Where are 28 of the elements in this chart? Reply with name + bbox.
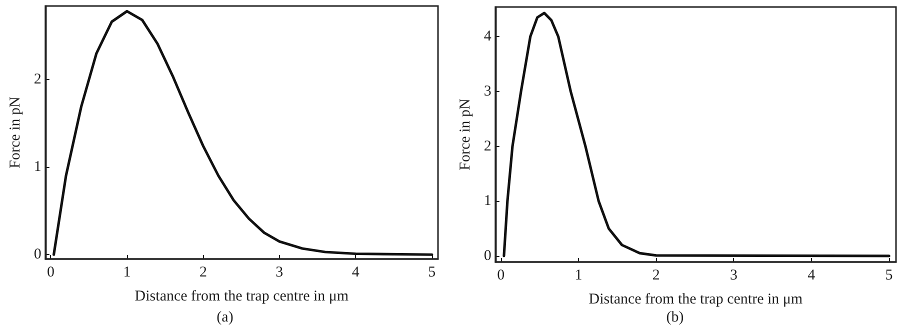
line-series: [52, 10, 434, 256]
y-tick-label: 1: [34, 159, 42, 176]
x-axis-title: Distance from the trap centre in μm: [588, 292, 803, 308]
x-tick-label: 1: [123, 264, 131, 280]
y-axis-title: Force in pN: [8, 96, 24, 168]
y-tick-label: 3: [484, 83, 492, 100]
x-tick-label: 5: [885, 268, 893, 284]
y-tick-label: 2: [484, 138, 492, 154]
y-tick-label: 2: [34, 72, 42, 88]
y-tick-label: 0: [484, 248, 492, 264]
x-tick-label: 4: [808, 268, 816, 284]
x-tick-label: 1: [574, 268, 582, 284]
x-axis-title: Distance from the trap centre in μm: [134, 288, 349, 304]
x-tick-label: 2: [652, 268, 660, 284]
y-tick-label: 0: [34, 246, 42, 263]
line-series: [502, 12, 890, 258]
text: (b): [666, 310, 684, 326]
y-tick-label: 4: [484, 28, 492, 45]
x-tick-label: 2: [199, 264, 207, 280]
x-tick-label: 3: [276, 264, 284, 280]
y-tick-label: 1: [484, 193, 492, 210]
x-tick-label: 4: [352, 264, 360, 280]
x-tick-label: 5: [428, 264, 436, 280]
x-tick-label: 0: [497, 268, 505, 284]
text: (a): [216, 310, 234, 326]
x-tick-label: 3: [730, 268, 738, 284]
x-tick-label: 0: [46, 264, 54, 280]
y-axis-title: Force in pN: [458, 98, 474, 170]
